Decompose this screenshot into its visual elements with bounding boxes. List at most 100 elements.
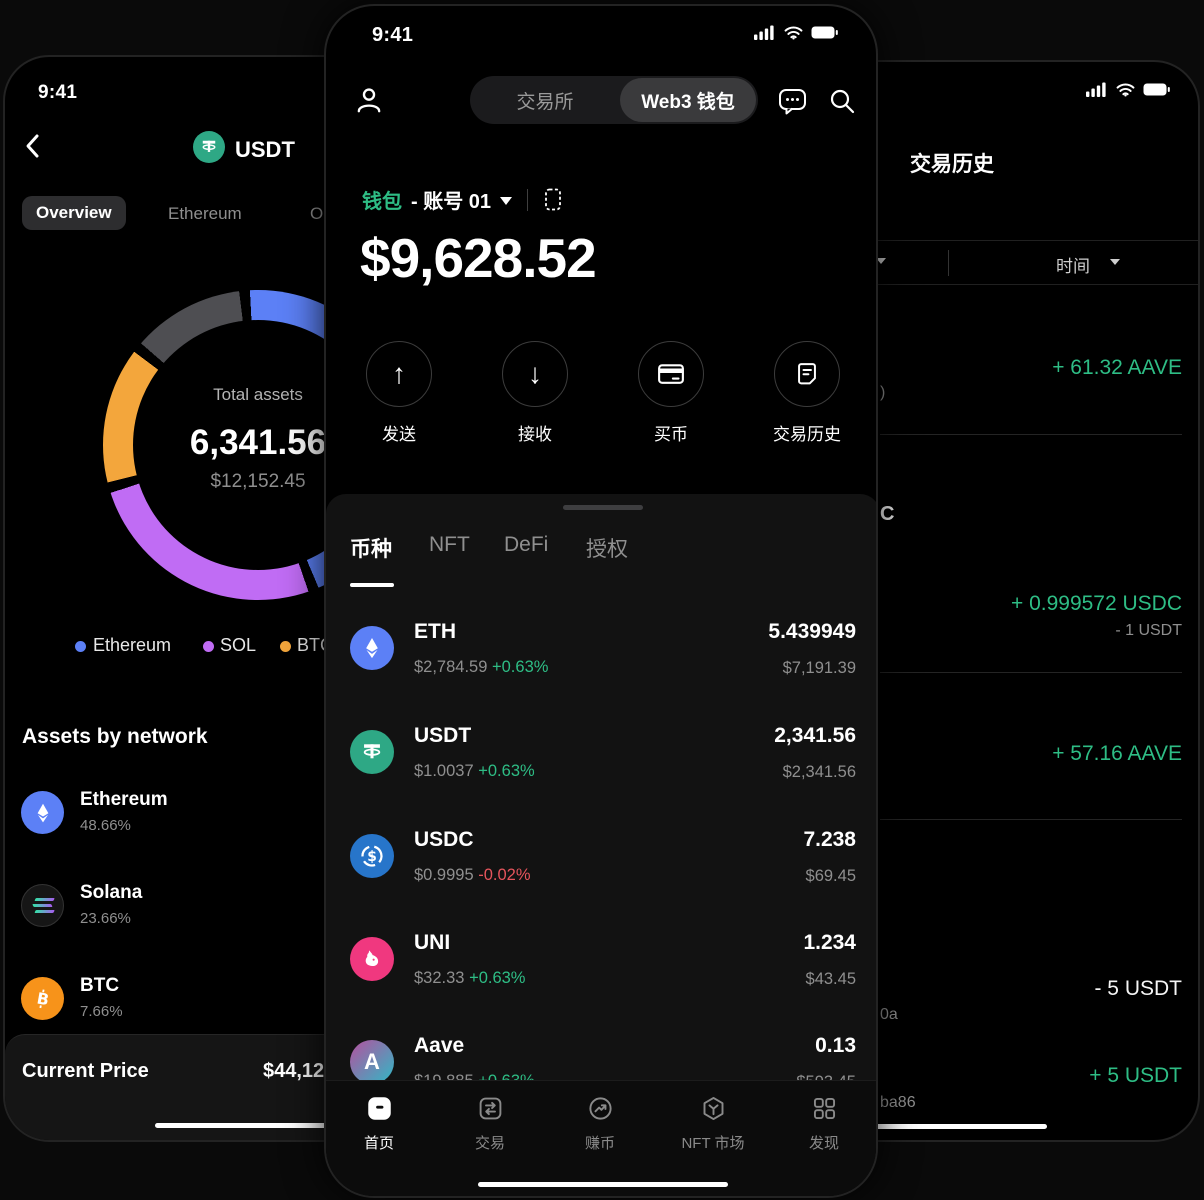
- network-row-btc[interactable]: B BTC 7.66%: [21, 975, 321, 1035]
- nav-nft-market[interactable]: NFT 市场: [658, 1095, 768, 1153]
- chat-icon: [779, 89, 806, 115]
- document-icon: [798, 363, 816, 385]
- account-caret-icon: [500, 196, 513, 205]
- tab-nft[interactable]: NFT: [429, 533, 470, 556]
- receive-button[interactable]: ↓ 接收: [502, 341, 568, 445]
- search-button[interactable]: [828, 87, 856, 120]
- time-filter-label[interactable]: 时间: [1056, 257, 1090, 276]
- network-percent: 7.66%: [80, 1003, 123, 1020]
- network-name: BTC: [80, 975, 120, 996]
- scan-icon[interactable]: [543, 187, 563, 212]
- hidden-filter-caret[interactable]: [876, 258, 886, 264]
- battery-icon: [1143, 83, 1170, 96]
- wallet-label: 钱包: [362, 191, 402, 213]
- arrow-up-icon: ↑: [392, 358, 406, 389]
- page-title: 交易历史: [910, 153, 994, 176]
- coin-row-usdc[interactable]: $ USDC $0.9995 -0.02% 7.238 $69.45: [326, 806, 876, 906]
- tx-address-fragment: 0a: [880, 1006, 898, 1023]
- time-filter-caret[interactable]: [1110, 259, 1120, 265]
- send-button[interactable]: ↑ 发送: [366, 341, 432, 445]
- coin-amount: 1.234: [803, 931, 856, 954]
- wifi-icon: [784, 26, 803, 40]
- coin-amount: 0.13: [815, 1034, 856, 1057]
- center-phone: 9:41 交易所 Web3 钱包 钱包 - 账号 01: [324, 4, 878, 1198]
- tab-third[interactable]: O: [310, 204, 324, 223]
- coin-row-eth[interactable]: ETH $2,784.59 +0.63% 5.439949 $7,191.39: [326, 598, 876, 698]
- coin-row-uni[interactable]: UNI $32.33 +0.63% 1.234 $43.45: [326, 909, 876, 1009]
- coin-change: +0.63%: [478, 762, 535, 780]
- coin-row-usdt[interactable]: USDT $1.0037 +0.63% 2,341.56 $2,341.56: [326, 702, 876, 802]
- earn-icon: [588, 1097, 612, 1120]
- vertical-divider: [527, 188, 529, 211]
- home-icon: [367, 1097, 391, 1120]
- wallet-balance: $9,628.52: [360, 227, 597, 289]
- status-icons: [754, 25, 838, 40]
- tab-web3-wallet[interactable]: Web3 钱包: [620, 78, 756, 122]
- assets-sheet: 币种 NFT DeFi 授权: [326, 494, 876, 1080]
- status-icons: [1086, 82, 1170, 97]
- buy-crypto-button[interactable]: 买币: [638, 341, 704, 445]
- card-icon: [658, 364, 684, 384]
- nav-home[interactable]: 首页: [326, 1095, 434, 1153]
- network-percent: 23.66%: [80, 910, 131, 927]
- solana-icon: [21, 884, 64, 927]
- coin-change: -0.02%: [478, 866, 531, 884]
- tx-amount: - 5 USDT: [1094, 977, 1182, 1000]
- tx-title-fragment: C: [880, 503, 895, 525]
- drag-handle[interactable]: [563, 505, 643, 510]
- tx-amount: + 0.999572 USDC: [1010, 592, 1182, 615]
- tab-exchange[interactable]: 交易所: [516, 91, 574, 113]
- tx-history-button[interactable]: 交易历史: [740, 341, 874, 445]
- legend-dot-btc: [280, 641, 291, 652]
- coin-amount: 2,341.56: [774, 724, 856, 747]
- arrow-down-icon: ↓: [528, 358, 542, 389]
- nav-trade[interactable]: 交易: [435, 1095, 545, 1153]
- tab-approvals[interactable]: 授权: [586, 538, 628, 561]
- nav-discover[interactable]: 发现: [769, 1095, 876, 1153]
- bottom-nav: 首页 交易 赚币 NFT 市场 发现: [326, 1080, 876, 1196]
- coin-price: $1.0037: [414, 762, 474, 780]
- tab-defi[interactable]: DeFi: [504, 533, 549, 556]
- usdt-icon: [350, 730, 394, 774]
- chat-button[interactable]: [778, 87, 807, 120]
- profile-button[interactable]: [354, 84, 384, 121]
- filter-bar: 时间: [642, 240, 1198, 285]
- usdc-icon: $: [350, 834, 394, 878]
- chevron-left-icon: [26, 134, 39, 158]
- home-indicator[interactable]: [797, 1124, 1047, 1129]
- discover-icon: [813, 1097, 835, 1120]
- current-price-label: Current Price: [22, 1060, 149, 1082]
- nav-earn[interactable]: 赚币: [545, 1095, 655, 1153]
- tx-secondary-amount: - 1 USDT: [1115, 622, 1182, 639]
- back-button[interactable]: [21, 131, 47, 166]
- account-name: - 账号 01: [411, 191, 492, 213]
- coin-price: $32.33: [414, 969, 465, 987]
- network-row-solana[interactable]: Solana 23.66%: [21, 882, 321, 942]
- usdt-token-icon: [193, 131, 225, 163]
- account-selector[interactable]: 钱包 - 账号 01: [362, 185, 563, 214]
- tab-overview[interactable]: Overview: [22, 196, 126, 230]
- svg-text:B: B: [35, 988, 50, 1009]
- tx-amount: + 57.16 AAVE: [1052, 742, 1182, 765]
- tab-ethereum[interactable]: Ethereum: [168, 204, 242, 223]
- legend-dot-ethereum: [75, 641, 86, 652]
- signal-icon: [754, 25, 774, 40]
- divider: [880, 434, 1182, 435]
- svg-text:$: $: [367, 849, 377, 865]
- home-indicator[interactable]: [155, 1123, 405, 1128]
- battery-icon: [811, 26, 838, 39]
- coin-change: +0.63%: [469, 969, 526, 987]
- uni-icon: [350, 937, 394, 981]
- coin-value: $43.45: [805, 970, 856, 988]
- segmented-control: 交易所 Web3 钱包: [470, 76, 758, 124]
- legend-dot-sol: [203, 641, 214, 652]
- assets-by-network-heading: Assets by network: [22, 725, 208, 748]
- search-icon: [830, 89, 855, 114]
- network-row-ethereum[interactable]: Ethereum 48.66%: [21, 789, 321, 849]
- home-indicator[interactable]: [478, 1182, 728, 1187]
- tx-address-fragment: ba86: [880, 1094, 916, 1111]
- tab-coins[interactable]: 币种: [350, 538, 392, 561]
- aave-icon: A: [350, 1040, 394, 1084]
- tx-amount: + 5 USDT: [1089, 1064, 1182, 1087]
